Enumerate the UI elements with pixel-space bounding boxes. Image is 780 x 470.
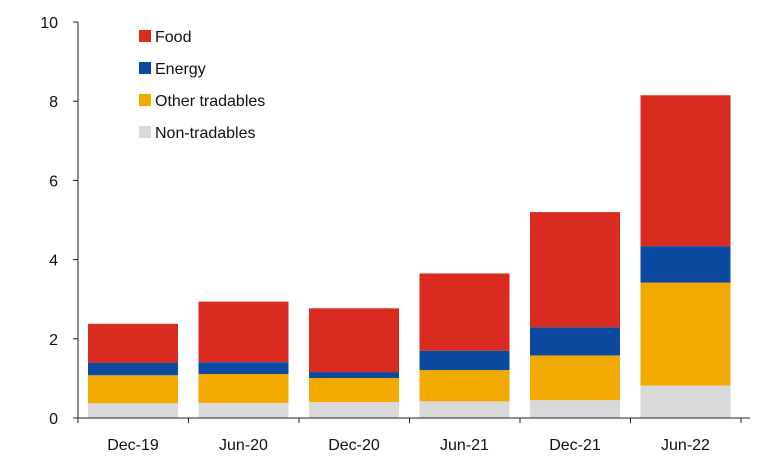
bar-other-tradables-dec-19 xyxy=(88,375,178,404)
legend-swatch-energy xyxy=(139,62,151,74)
bar-other-tradables-dec-20 xyxy=(309,378,399,403)
bar-food-dec-21 xyxy=(530,212,620,328)
axes-layer: 0 2 4 6 8 10 Dec-19 Jun-20 Dec-20 Jun-21 Dec-21 Jun… xyxy=(40,15,750,454)
bar-non-tradables-dec-20 xyxy=(309,402,399,418)
legend: Food Energy Other tradables Non-tradables xyxy=(139,29,265,142)
bar-energy-jun-22 xyxy=(640,246,731,283)
legend-swatch-other-tradables xyxy=(139,94,151,106)
legend-swatch-food xyxy=(139,30,151,42)
bar-food-dec-20 xyxy=(309,308,399,373)
bar-non-tradables-jun-20 xyxy=(198,402,289,418)
legend-swatch-non-tradables xyxy=(139,126,151,138)
y-tick-label-8: 8 xyxy=(49,94,58,111)
bar-other-tradables-jun-20 xyxy=(198,374,289,403)
y-tick-label-4: 4 xyxy=(49,253,58,270)
legend-label-non-tradables: Non-tradables xyxy=(155,125,256,142)
bar-food-dec-19 xyxy=(88,323,178,363)
x-tick-label-jun-20: Jun-20 xyxy=(219,437,268,454)
legend-label-energy: Energy xyxy=(155,61,206,78)
bars-layer xyxy=(88,95,731,418)
bar-energy-jun-20 xyxy=(198,362,289,375)
bar-energy-dec-21 xyxy=(530,327,620,356)
bar-energy-dec-20 xyxy=(309,372,399,379)
y-tick-label-10: 10 xyxy=(40,15,58,32)
bar-food-jun-21 xyxy=(419,273,510,351)
bar-food-jun-22 xyxy=(640,95,731,247)
x-tick-label-jun-21: Jun-21 xyxy=(440,437,489,454)
bar-energy-jun-21 xyxy=(419,350,510,371)
bar-food-jun-20 xyxy=(198,301,289,363)
bar-non-tradables-dec-19 xyxy=(88,403,178,418)
bar-non-tradables-jun-21 xyxy=(419,401,510,418)
bar-other-tradables-jun-22 xyxy=(640,282,731,386)
bar-other-tradables-dec-21 xyxy=(530,355,620,401)
y-tick-label-6: 6 xyxy=(49,173,58,190)
y-tick-label-0: 0 xyxy=(49,411,58,428)
legend-label-food: Food xyxy=(155,29,191,46)
bar-non-tradables-dec-21 xyxy=(530,400,620,418)
x-tick-label-jun-22: Jun-22 xyxy=(661,437,710,454)
x-tick-label-dec-19: Dec-19 xyxy=(107,437,159,454)
legend-label-other-tradables: Other tradables xyxy=(155,93,265,110)
bar-non-tradables-jun-22 xyxy=(640,385,731,418)
x-tick-label-dec-21: Dec-21 xyxy=(549,437,601,454)
bar-other-tradables-jun-21 xyxy=(419,370,510,402)
y-tick-label-2: 2 xyxy=(49,332,58,349)
bar-energy-dec-19 xyxy=(88,362,178,376)
x-tick-label-dec-20: Dec-20 xyxy=(328,437,380,454)
